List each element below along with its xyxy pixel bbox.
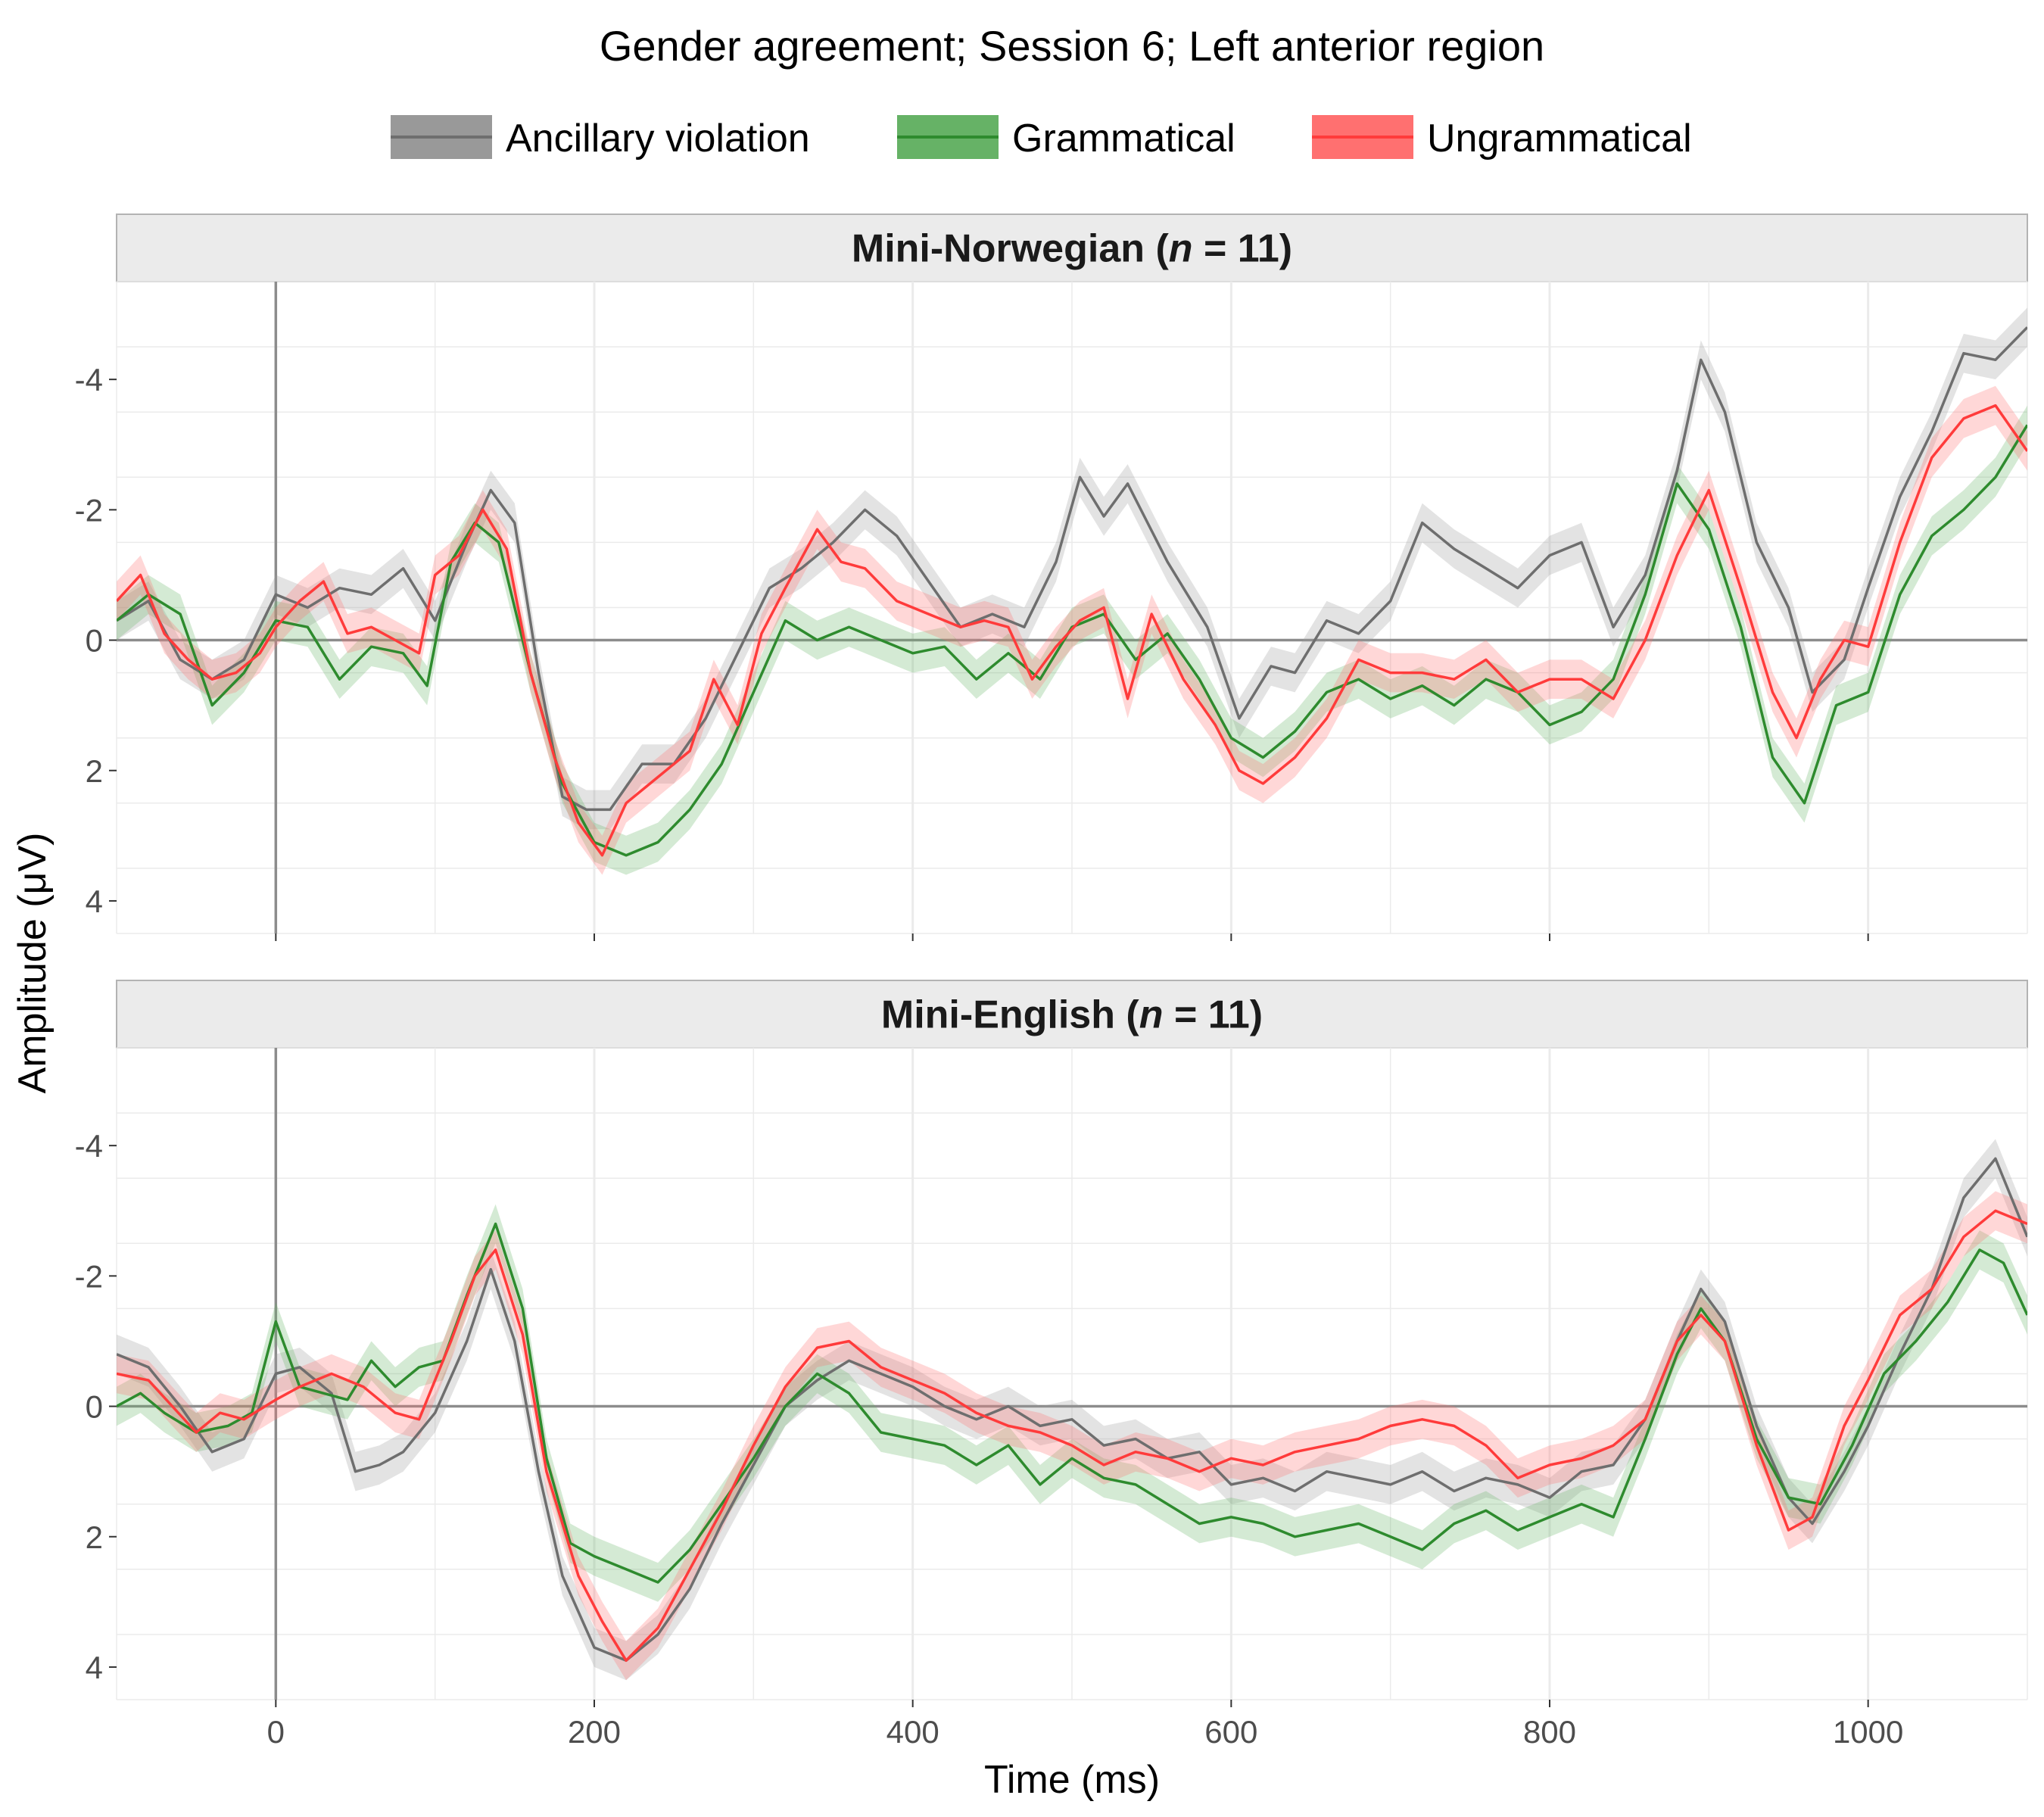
legend-item: Ungrammatical [1312, 115, 1692, 161]
x-tick-label: 1000 [1833, 1714, 1903, 1750]
y-tick-label: -4 [75, 362, 103, 397]
series-group [117, 1139, 2027, 1681]
y-tick-label: 2 [86, 753, 103, 789]
y-axis: -4 -2 0 2 4 [75, 1128, 117, 1685]
ribbon-grammatical [117, 405, 2027, 875]
x-tick-label: 800 [1523, 1714, 1576, 1750]
x-tick-label: 0 [267, 1714, 285, 1750]
ribbon-grammatical [117, 1204, 2027, 1602]
y-tick-label: 4 [86, 1650, 103, 1685]
x-tick-label: 200 [568, 1714, 621, 1750]
ribbon-ancillary-violation [117, 1139, 2027, 1681]
series-line-grammatical [117, 1222, 2027, 1584]
panels: Mini-Norwegian (n = 11)-4-2024Mini-Engli… [75, 213, 2028, 1707]
panel: Mini-Norwegian (n = 11) -4 -2 0 2 4 [75, 213, 2028, 941]
legend-label: Grammatical [1012, 117, 1235, 161]
panel-strip [116, 213, 2028, 282]
series-line-grammatical [117, 424, 2027, 857]
strip-name: Mini-English ( [881, 993, 1140, 1037]
y-tick-label: 0 [86, 1389, 103, 1425]
panel: Mini-English (n = 11) -4 -2 0 2 4 [75, 980, 2028, 1707]
x-tick-label: 600 [1204, 1714, 1257, 1750]
series-group [117, 307, 2027, 875]
y-axis-title: Amplitude (μV) [11, 833, 55, 1094]
series-line-ancillary-violation [117, 1157, 2027, 1663]
panel-strip-title: Mini-English (n = 11) [881, 993, 1263, 1037]
strip-n: n [1169, 227, 1193, 271]
ribbon-ungrammatical [117, 1191, 2027, 1681]
series-line-ungrammatical [117, 404, 2027, 857]
panel-strip [116, 980, 2028, 1049]
strip-count: = 11) [1164, 993, 1263, 1037]
legend-item: Grammatical [897, 115, 1235, 161]
x-tick-label: 400 [886, 1714, 939, 1750]
y-tick-label: 2 [86, 1519, 103, 1555]
legend: Ancillary violation Grammatical Ungrammati… [391, 115, 1692, 161]
strip-name: Mini-Norwegian ( [852, 227, 1170, 271]
y-tick-label: 4 [86, 884, 103, 919]
panel-strip-title: Mini-Norwegian (n = 11) [852, 227, 1292, 271]
legend-item: Ancillary violation [391, 115, 810, 161]
series-line-ancillary-violation [117, 326, 2027, 812]
y-tick-label: -4 [75, 1128, 103, 1164]
x-axis-title: Time (ms) [984, 1758, 1160, 1802]
series-line-ungrammatical [117, 1209, 2027, 1663]
x-axis: 0 200 400 600 800 1000 [267, 1714, 1904, 1750]
y-tick-label: -2 [75, 1258, 103, 1294]
y-axis: -4 -2 0 2 4 [75, 362, 117, 919]
y-tick-label: 0 [86, 623, 103, 659]
y-tick-label: -2 [75, 492, 103, 528]
legend-label: Ungrammatical [1427, 117, 1692, 161]
ribbon-ancillary-violation [117, 307, 2027, 830]
strip-n: n [1139, 993, 1164, 1037]
strip-count: = 11) [1193, 227, 1293, 271]
chart-title: Gender agreement; Session 6; Left anteri… [600, 22, 1544, 70]
legend-label: Ancillary violation [506, 117, 810, 161]
